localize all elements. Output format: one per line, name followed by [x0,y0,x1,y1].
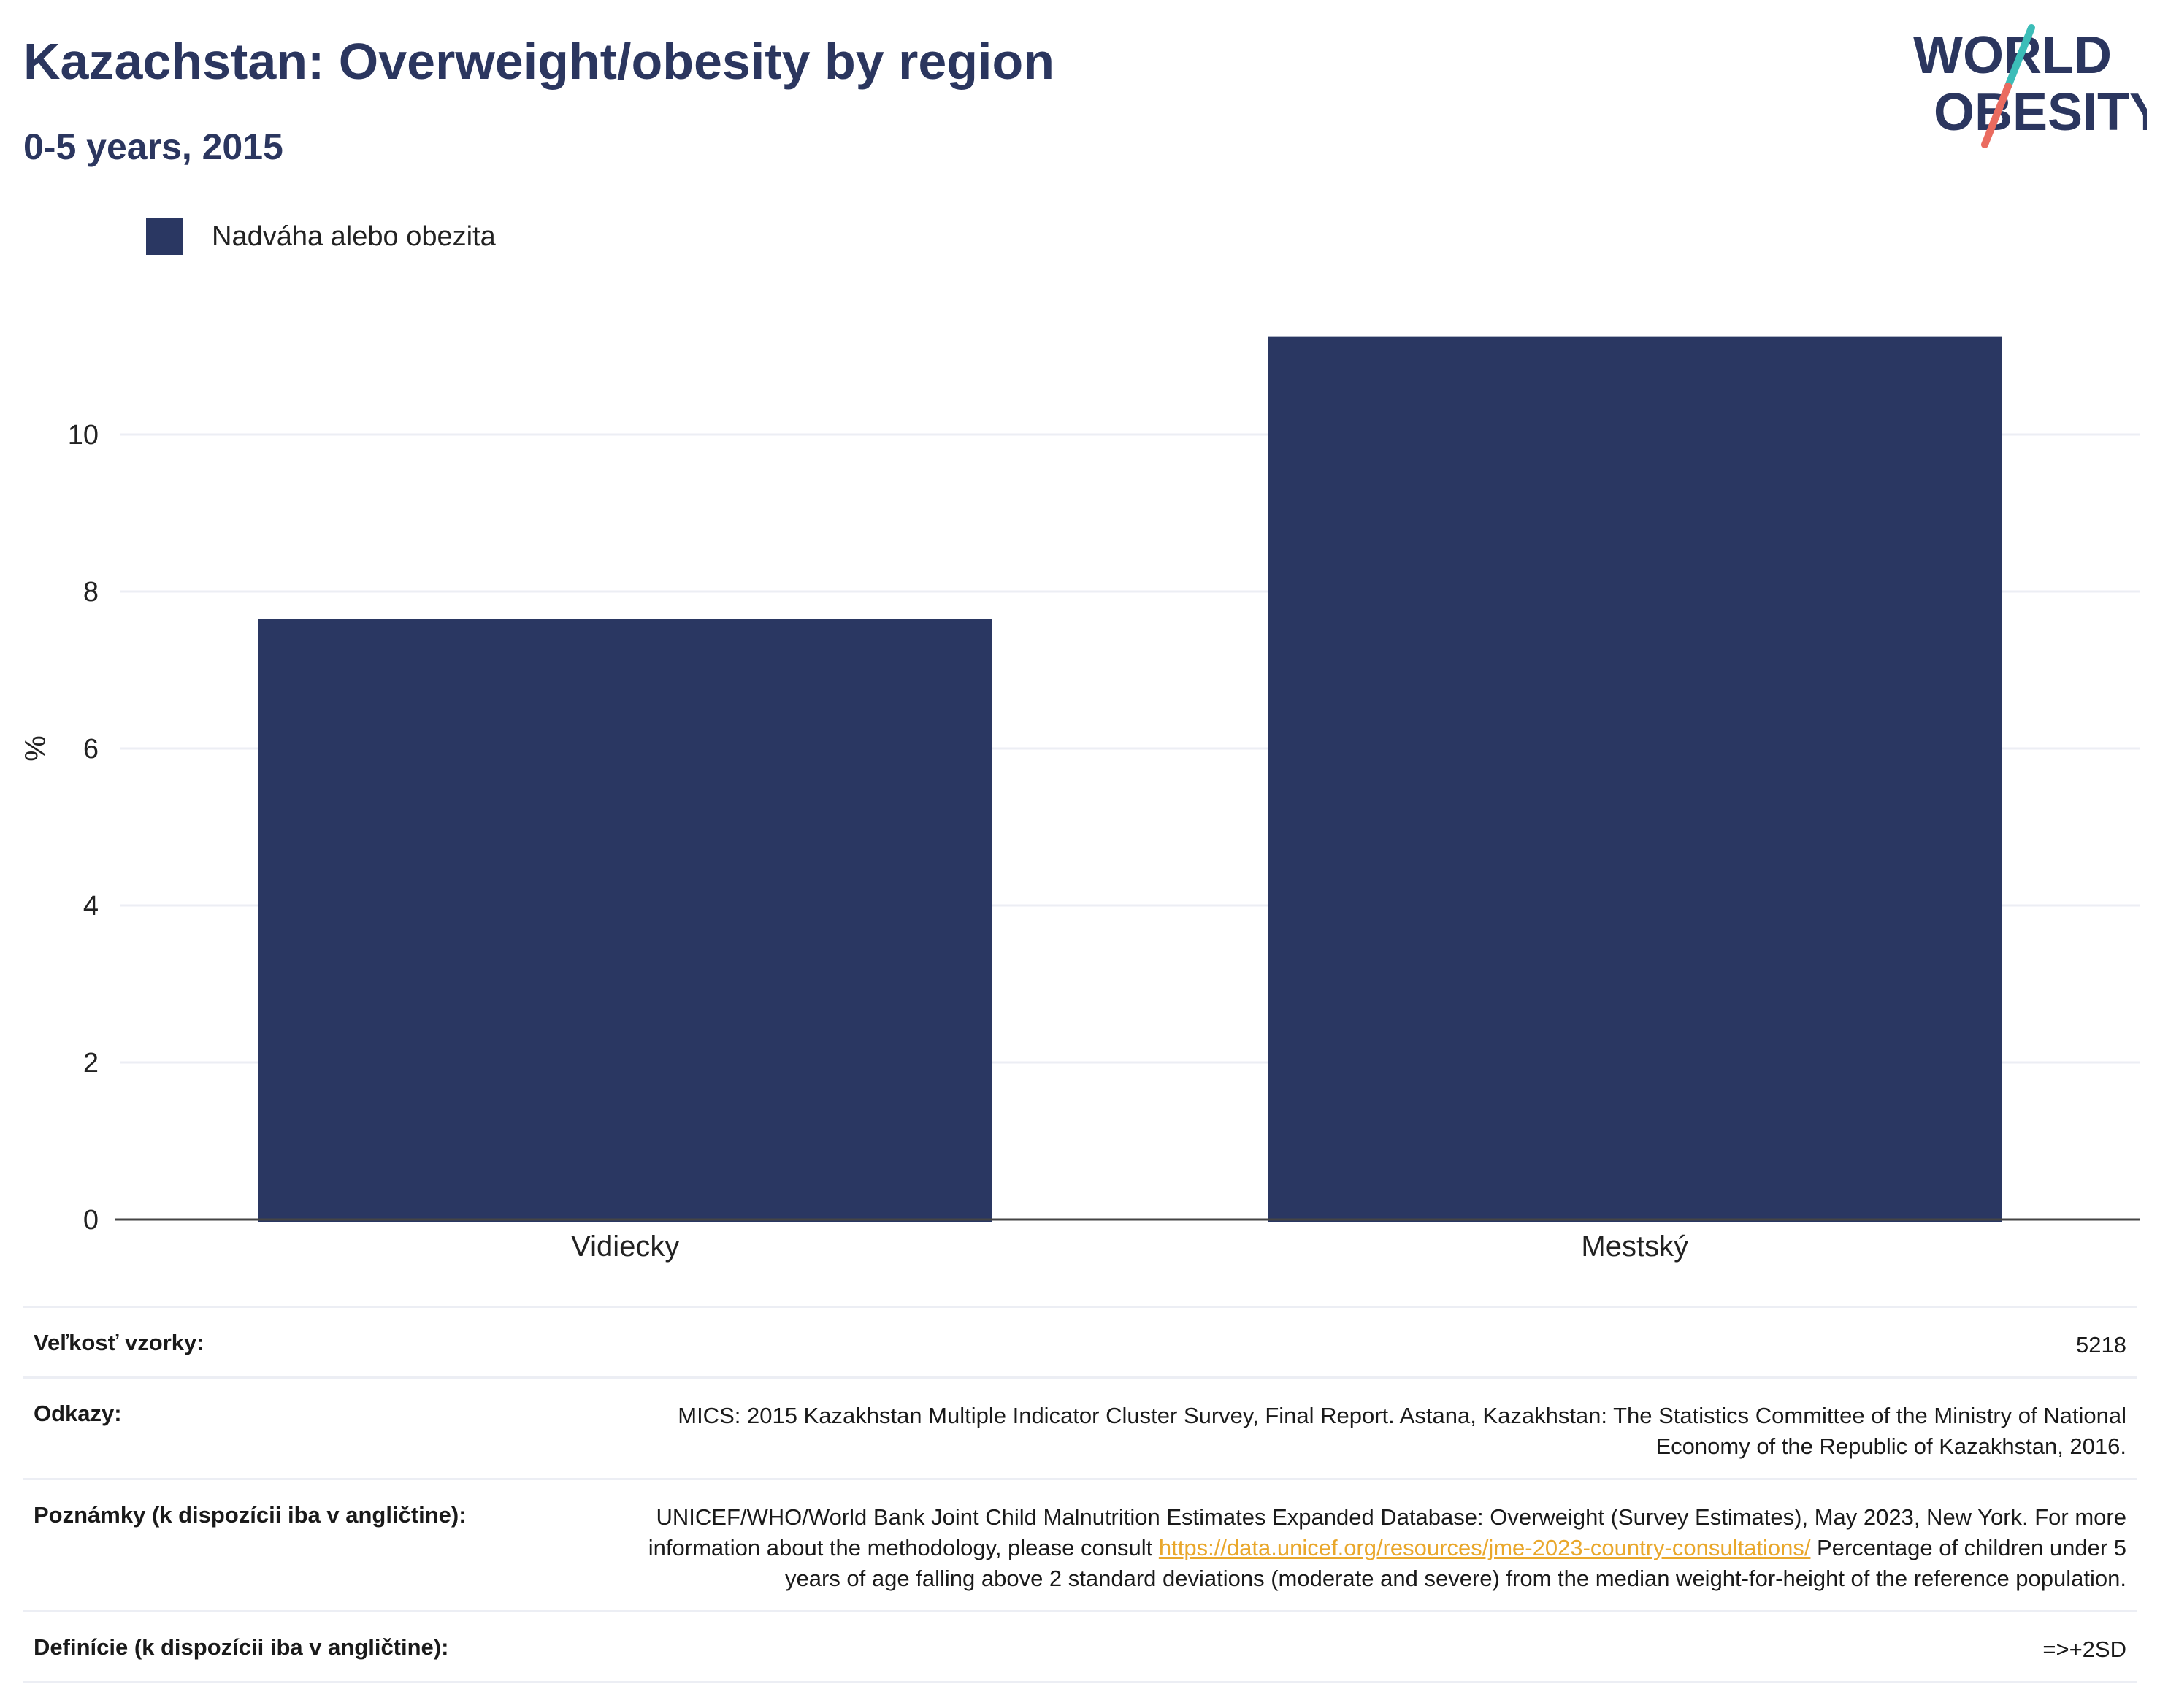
y-tick-label: 10 [68,420,99,451]
y-tick-label: 6 [83,734,99,765]
bar-chart: 0 2 4 6 8 10% Vidiecky Mestský [20,336,2140,1263]
meta-notes-label: Poznámky (k dispozícii iba v angličtine)… [34,1502,467,1528]
logo-line2: OBESITY [1934,83,2147,142]
meta-defs-value: =>+2SD [2042,1636,2126,1662]
metadata-table: Veľkosť vzorky: 5218 Odkazy: MICS: 2015 … [23,1306,2137,1683]
meta-row-references: Odkazy: MICS: 2015 Kazakhstan Multiple I… [23,1376,2137,1478]
chart-legend[interactable]: Nadváha alebo obezita [146,216,496,257]
bar-1[interactable] [1268,336,2002,1222]
legend-swatch [146,218,183,255]
notes-link[interactable]: https://data.unicef.org/resources/jme-20… [1158,1535,1811,1560]
bar-0[interactable] [258,619,992,1222]
meta-row-definitions: Definície (k dispozícii iba v angličtine… [23,1610,2137,1683]
x-tick-label: Mestský [1581,1230,1688,1263]
meta-sample-label: Veľkosť vzorky: [34,1330,204,1355]
meta-notes-text-2: Percentage of children under 5 years of … [785,1535,2126,1591]
legend-label: Nadváha alebo obezita [212,221,496,252]
x-tick-label: Vidiecky [571,1230,679,1263]
y-tick-label: 4 [83,891,99,922]
y-axis-label: % [20,735,52,762]
meta-defs-label: Definície (k dispozícii iba v angličtine… [34,1634,449,1660]
world-obesity-logo: WORLD OBESITY [1913,24,2147,148]
logo-slash-top [2004,24,2035,90]
y-tick-label: 0 [83,1205,99,1236]
y-tick-label: 8 [83,577,99,608]
page-subtitle: 0-5 years, 2015 [23,126,283,167]
meta-sample-value: 5218 [2076,1332,2126,1357]
y-tick-label: 2 [83,1048,99,1079]
meta-row-notes: Poznámky (k dispozícii iba v angličtine)… [23,1478,2137,1610]
meta-refs-value: MICS: 2015 Kazakhstan Multiple Indicator… [678,1403,2126,1459]
meta-notes-value: UNICEF/WHO/World Bank Joint Child Malnut… [589,1502,2126,1594]
meta-refs-label: Odkazy: [34,1401,122,1426]
logo-slash-bottom [1981,83,2012,148]
meta-notes-text: UNICEF/WHO/World Bank Joint Child Malnut… [648,1504,2126,1560]
meta-row-sample: Veľkosť vzorky: 5218 [23,1306,2137,1376]
page-title: Kazachstan: Overweight/obesity by region [23,33,1054,90]
